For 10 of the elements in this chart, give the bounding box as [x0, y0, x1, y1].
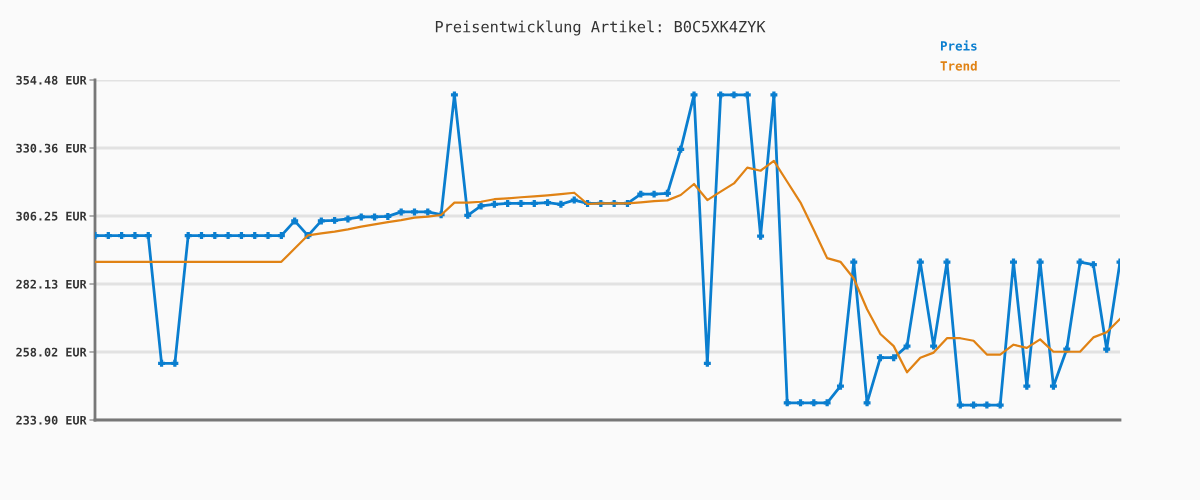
- text: Trend: [940, 60, 977, 71]
- y-tick-label: 306.25 EUR: [16, 211, 87, 221]
- y-tick-label: 354.48 EUR: [16, 75, 87, 85]
- y-tick-label: 282.13 EUR: [16, 279, 87, 289]
- line-series: [95, 159, 1120, 374]
- chart-title: Preisentwicklung Artikel: B0C5XK4ZYK: [435, 20, 766, 36]
- y-tick-label: 330.36 EUR: [16, 143, 87, 153]
- text: Preis: [940, 40, 977, 51]
- y-tick-label: 233.90 EUR: [16, 415, 87, 425]
- y-tick-label: 258.02 EUR: [16, 347, 87, 357]
